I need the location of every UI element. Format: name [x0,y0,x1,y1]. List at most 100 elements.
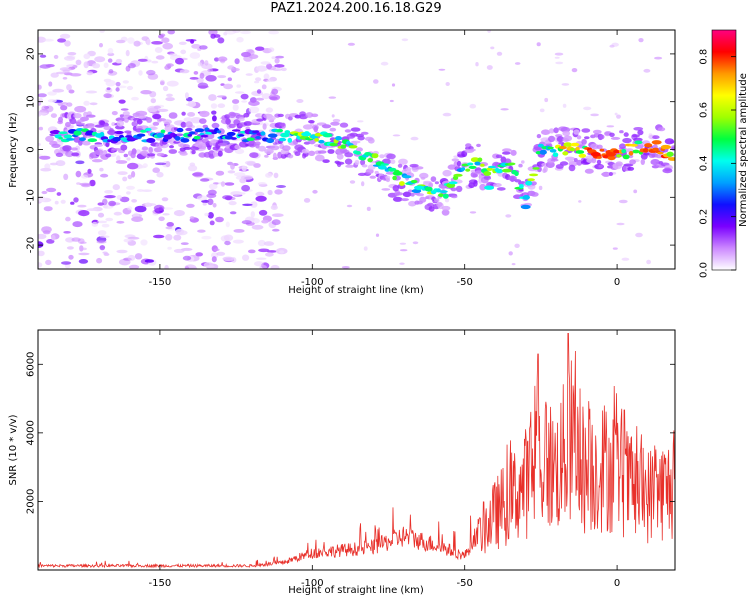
heatmap-cell [57,38,67,43]
heatmap-cell [508,175,517,182]
heatmap-cell [520,204,531,210]
heatmap-cell [67,52,77,56]
heatmap-cell [402,191,412,198]
heatmap-cell [94,149,104,156]
heatmap-cell [329,127,337,132]
heatmap-cell [596,144,603,150]
heatmap-cell [125,191,131,195]
heatmap-cell [240,93,249,100]
heatmap-cell [559,161,569,166]
heatmap-cell [76,122,86,126]
heatmap-cell [184,266,190,269]
heatmap-cell [213,248,220,252]
heatmap-cell [230,163,235,170]
heatmap-cell [414,185,424,190]
heatmap-cell [606,125,615,128]
heatmap-cell [467,162,474,166]
heatmap-cell [279,250,285,254]
heatmap-cell [222,256,235,261]
heatmap-cell [400,198,409,202]
heatmap-cell [228,201,237,206]
heatmap-cell [58,131,68,135]
heatmap-cell [335,136,342,141]
heatmap-cell [199,45,208,50]
heatmap-cell [155,55,165,60]
heatmap-cell [643,148,649,153]
heatmap-cell [248,100,260,106]
heatmap-cell [570,147,576,152]
heatmap-cell [317,150,327,154]
heatmap-cell [401,38,409,42]
heatmap-cell [122,111,130,116]
heatmap-cell [271,88,279,95]
heatmap-cell [618,199,628,204]
heatmap-cell [336,153,344,160]
heatmap-cell [255,143,260,149]
heatmap-cell [341,266,350,269]
heatmap-cell [217,75,227,79]
heatmap-cell [456,160,462,167]
heatmap-cell [112,184,121,191]
heatmap-cell [590,143,599,150]
heatmap-cell [73,130,82,136]
heatmap-cell [116,155,121,162]
heatmap-cell [263,241,275,246]
heatmap-cell [609,132,615,137]
heatmap-cell [180,121,187,128]
heatmap-cell [270,205,278,210]
heatmap-cell [610,136,621,140]
heatmap-cell [115,117,126,122]
heatmap-cell [243,112,250,118]
heatmap-cell [514,171,519,177]
heatmap-cell [619,143,626,149]
heatmap-cell [301,132,312,137]
heatmap-cell [277,128,283,133]
heatmap-cell [416,193,425,197]
heatmap-cell [241,51,251,58]
heatmap-cell [507,162,516,166]
heatmap-cell [162,42,173,50]
heatmap-cell [241,165,247,172]
heatmap-cell [185,103,196,107]
heatmap-cell [97,202,105,206]
heatmap-cell [115,81,121,87]
heatmap-cell [553,127,559,134]
heatmap-cell [573,129,580,135]
heatmap-cell [190,39,195,44]
heatmap-cell [379,154,385,159]
heatmap-cell [541,129,551,135]
heatmap-cell [268,30,280,35]
heatmap-cell [134,253,143,260]
heatmap-cell [38,196,46,203]
heatmap-cell [282,145,291,151]
heatmap-cell [103,125,112,131]
heatmap-cell [505,214,512,218]
heatmap-cell [103,204,108,209]
heatmap-cell [109,128,114,133]
heatmap-cell [87,168,92,174]
heatmap-cell [211,110,217,115]
heatmap-cell [571,68,578,73]
heatmap-cell [584,136,590,140]
heatmap-cell [388,167,397,172]
heatmap-cell [59,67,72,72]
heatmap-cell [51,143,61,148]
heatmap-cell [500,108,509,111]
heatmap-cell [136,119,143,125]
heatmap-cell [536,42,541,47]
heatmap-cell [99,131,105,138]
heatmap-cell [242,203,253,206]
heatmap-cell [45,64,55,68]
heatmap-cell [450,187,457,192]
heatmap-cell [258,209,268,216]
heatmap-cell [249,152,259,159]
heatmap-cell [632,149,640,154]
heatmap-cell [447,164,456,170]
heatmap-cell [53,54,59,59]
heatmap-cell [270,264,280,269]
heatmap-cell [201,199,210,203]
heatmap-cell [179,69,190,74]
heatmap-cell [200,134,209,138]
heatmap-cell [167,30,175,35]
heatmap-cell [135,149,140,154]
